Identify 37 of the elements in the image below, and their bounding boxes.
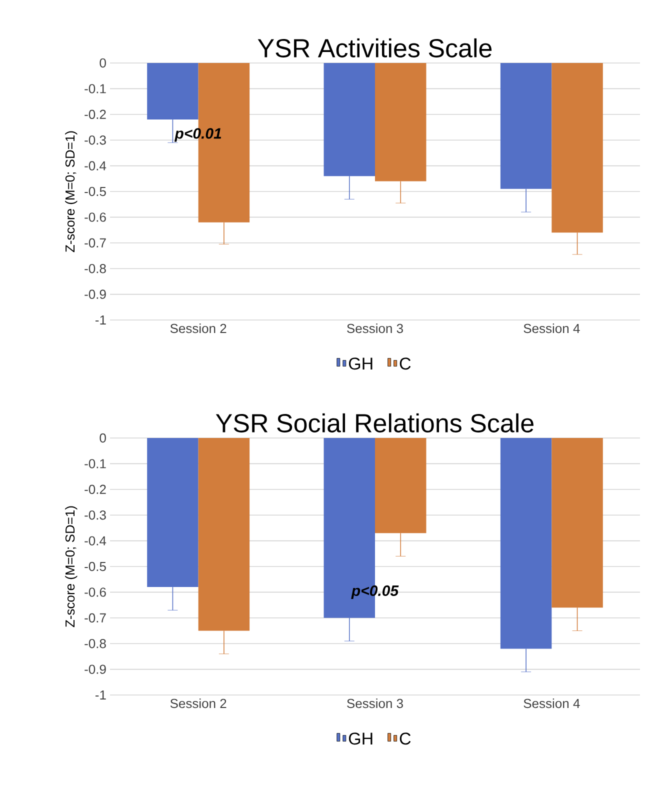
x-tick-label: Session 3 xyxy=(347,324,403,334)
y-tick-label: -0.6 xyxy=(84,588,106,597)
x-tick-label: Session 3 xyxy=(347,698,403,708)
y-tick-label: -0.8 xyxy=(84,264,106,274)
y-tick-label: -1 xyxy=(95,316,106,324)
y-tick-label: -0.9 xyxy=(84,664,106,674)
x-tick-label: Session 2 xyxy=(170,324,226,334)
y-tick-label: -0.7 xyxy=(84,238,106,248)
x-tick-label: Session 4 xyxy=(524,698,580,708)
legend-label: C xyxy=(400,732,411,745)
y-tick-label: -0.5 xyxy=(84,562,106,572)
chart-title: YSR Social Relations Scale xyxy=(216,413,534,432)
x-tick-label: Session 4 xyxy=(524,324,580,334)
annotation: p<0.05 xyxy=(351,585,399,599)
y-tick-label: -0.3 xyxy=(84,135,106,145)
y-tick-label: -0.9 xyxy=(84,290,106,299)
y-tick-label: -0.6 xyxy=(84,212,106,222)
y-tick-label: -1 xyxy=(95,690,106,700)
x-tick-label: Session 2 xyxy=(170,698,226,708)
legend-label: GH xyxy=(348,358,372,370)
y-tick-label: 0 xyxy=(100,433,106,443)
y-tick-label: -0.7 xyxy=(84,613,106,622)
y-tick-label: -0.3 xyxy=(84,510,106,520)
y-axis-title: Z-score (M=0; SD=1) xyxy=(65,506,78,628)
legend-label: GH xyxy=(348,732,372,745)
y-tick-label: -0.4 xyxy=(84,161,106,170)
y-tick-label: -0.8 xyxy=(84,638,106,648)
y-tick-label: -0.4 xyxy=(84,536,106,546)
legend-label: C xyxy=(400,358,411,370)
y-tick-label: -0.2 xyxy=(84,110,106,119)
y-tick-label: -0.1 xyxy=(84,459,106,468)
y-tick-label: -0.2 xyxy=(84,484,106,494)
y-tick-label: -0.5 xyxy=(84,186,106,196)
y-axis-title: Z-score (M=0; SD=1) xyxy=(65,131,78,252)
chart-title: YSR Activities Scale xyxy=(258,38,492,58)
y-tick-label: 0 xyxy=(100,58,106,68)
y-tick-label: -0.1 xyxy=(84,84,106,94)
